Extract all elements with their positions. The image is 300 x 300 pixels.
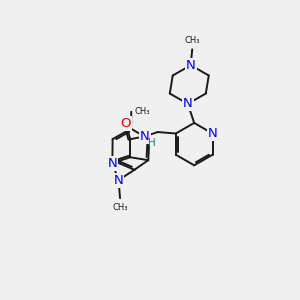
Text: N: N — [183, 97, 193, 110]
Text: H: H — [148, 138, 155, 148]
Text: O: O — [121, 117, 131, 130]
Text: N: N — [114, 174, 123, 187]
Text: N: N — [186, 59, 196, 72]
Text: N: N — [208, 127, 218, 140]
Text: N: N — [140, 130, 150, 143]
Text: CH₃: CH₃ — [112, 203, 128, 212]
Text: CH₃: CH₃ — [184, 36, 200, 45]
Text: CH₃: CH₃ — [134, 107, 150, 116]
Text: N: N — [107, 157, 117, 169]
